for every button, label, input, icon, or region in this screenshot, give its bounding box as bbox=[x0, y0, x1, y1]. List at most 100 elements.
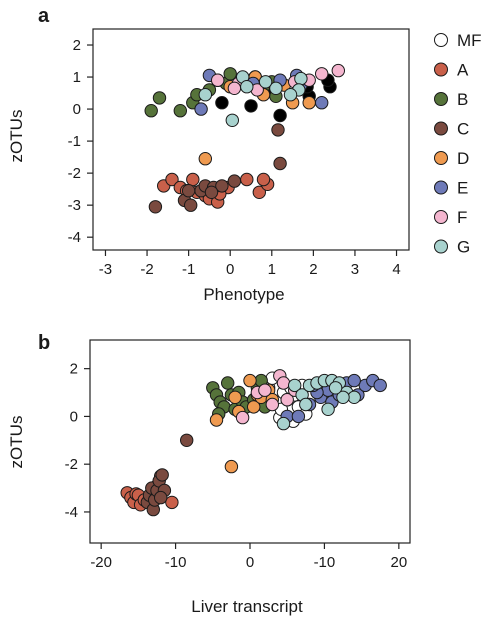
panel-a-x-tick-label: 1 bbox=[268, 261, 276, 278]
panel-b-point-f bbox=[235, 410, 250, 425]
panel-b-point-d bbox=[209, 413, 224, 427]
panel-a-point-g bbox=[240, 80, 254, 94]
panel-a-y-axis-label: zOTUs bbox=[7, 110, 26, 163]
legend-label-d: D bbox=[457, 149, 469, 168]
legend-label-c: C bbox=[457, 120, 469, 139]
panel-a-point-c bbox=[181, 184, 196, 198]
panel-a-point-mf bbox=[273, 108, 287, 123]
panel-a-point-f bbox=[211, 73, 225, 87]
panel-a-point-g bbox=[269, 81, 283, 96]
panel-b-point-f bbox=[265, 397, 279, 412]
panel-a-y-tick-label: -4 bbox=[68, 229, 81, 246]
panel-a-point-a bbox=[240, 172, 254, 187]
legend-marker-b bbox=[434, 92, 448, 106]
legend-label-a: A bbox=[457, 61, 469, 80]
legend-label-g: G bbox=[457, 238, 470, 257]
panel-a-point-c bbox=[227, 174, 242, 188]
panel-a-point-g bbox=[225, 113, 240, 128]
panel-a-point-g bbox=[258, 75, 273, 89]
panel-b-y-tick-label: -2 bbox=[65, 456, 78, 473]
panel-b-point-d bbox=[228, 390, 242, 404]
panel-a-x-tick-label: -2 bbox=[140, 261, 153, 278]
panel-a-x-tick-label: 2 bbox=[309, 261, 317, 278]
panel-a-point-b bbox=[152, 91, 167, 105]
panel-a-point-f bbox=[331, 63, 345, 78]
panel-b-point-f bbox=[276, 376, 291, 390]
panel-a-y-tick-label: -3 bbox=[68, 197, 81, 214]
panel-b-point-g bbox=[328, 381, 343, 395]
panel-b-point-d bbox=[224, 459, 239, 474]
panel-a-x-tick-label: -1 bbox=[182, 261, 195, 278]
panel-b-point-e bbox=[373, 378, 387, 393]
legend-marker-mf bbox=[434, 33, 448, 47]
panel-a-point-a bbox=[252, 185, 266, 200]
panel-b-plot-area bbox=[89, 339, 411, 544]
panel-b-x-tick-label: -10 bbox=[314, 554, 336, 571]
panel-a-x-tick-label: 4 bbox=[392, 261, 400, 278]
panel-a-point-c bbox=[204, 185, 219, 200]
legend-marker-d bbox=[434, 151, 448, 165]
panel-a-point-a bbox=[186, 172, 200, 187]
panel-a-point-a bbox=[256, 172, 271, 187]
panel-a-point-c bbox=[273, 156, 287, 171]
panel-b-point-c bbox=[155, 468, 169, 482]
panel-b-x-tick-label: -10 bbox=[165, 554, 187, 571]
panel-a-x-tick-label: 0 bbox=[226, 261, 234, 278]
panel-b-point-d bbox=[243, 373, 257, 388]
panel-a-label: a bbox=[38, 5, 50, 27]
panel-a-point-e bbox=[194, 102, 208, 116]
panel-a: a -3 -2 -1 0 1 2 3 4 2 1 0 -1 -2 -3 -4 Phenotype zOTU… bbox=[7, 5, 410, 304]
panel-a-point-g bbox=[283, 88, 298, 102]
panel-a-point-f bbox=[315, 67, 329, 81]
legend-label-mf: MF bbox=[457, 31, 482, 50]
panel-a-y-tick-label: 2 bbox=[73, 37, 81, 54]
panel-b-y-tick-label: 2 bbox=[70, 361, 78, 378]
panel-a-point-e bbox=[315, 96, 329, 110]
panel-b-point-d bbox=[247, 400, 261, 414]
panel-a-y-tick-label: -1 bbox=[68, 133, 81, 150]
panel-b-x-tick-label: -20 bbox=[90, 554, 112, 571]
panel-a-point-c bbox=[184, 198, 198, 212]
panel-a-x-tick-label: -3 bbox=[99, 261, 112, 278]
panel-b-x-tick-label: 0 bbox=[246, 554, 254, 571]
panel-a-y-tick-label: -2 bbox=[68, 165, 81, 182]
panel-b-point-c bbox=[154, 490, 168, 505]
legend-label-e: E bbox=[457, 179, 468, 198]
panel-a-plot-area bbox=[92, 28, 410, 251]
panel-b-point-b bbox=[221, 376, 235, 390]
panel-a-point-g bbox=[198, 88, 213, 102]
legend-marker-c bbox=[434, 121, 448, 136]
panel-b-point-g bbox=[347, 390, 361, 404]
panel-a-point-a bbox=[165, 172, 179, 187]
panel-b-point-e bbox=[347, 373, 361, 388]
legend-marker-f bbox=[434, 210, 448, 224]
legend-label-f: F bbox=[457, 208, 467, 227]
panel-b-point-a bbox=[165, 495, 179, 510]
panel-a-x-axis-label: Phenotype bbox=[203, 285, 284, 304]
panel-a-point-b bbox=[173, 104, 188, 118]
panel-a-y-tick-label: 1 bbox=[73, 69, 81, 86]
panel-a-x-tick-label: 3 bbox=[351, 261, 359, 278]
panel-a-point-c bbox=[271, 123, 285, 137]
panel-b-y-tick-label: -4 bbox=[65, 504, 78, 521]
panel-a-point-g bbox=[294, 71, 308, 86]
panel-b-point-g bbox=[299, 397, 313, 412]
legend-label-b: B bbox=[457, 90, 468, 109]
panel-a-point-d bbox=[198, 152, 213, 166]
panel-a-point-c bbox=[148, 200, 163, 214]
legend-marker-e bbox=[434, 180, 448, 195]
panel-b-point-c bbox=[180, 433, 194, 447]
panel-b-point-f bbox=[258, 383, 272, 397]
panel-b-x-tick-label: 20 bbox=[390, 554, 407, 571]
panel-b-y-axis-label: zOTUs bbox=[7, 416, 26, 469]
panel-b-point-f bbox=[280, 393, 294, 407]
panel-b-y-tick-label: 0 bbox=[70, 408, 78, 425]
legend-marker-a bbox=[434, 62, 448, 77]
panel-a-point-mf bbox=[244, 99, 258, 113]
panel-a-point-f bbox=[227, 81, 242, 96]
panel-a-point-c bbox=[215, 179, 229, 193]
panel-b: b -20 -10 0 -10 20 20-2-4 Liver transcript z… bbox=[7, 332, 411, 616]
panel-b-point-g bbox=[321, 402, 335, 416]
